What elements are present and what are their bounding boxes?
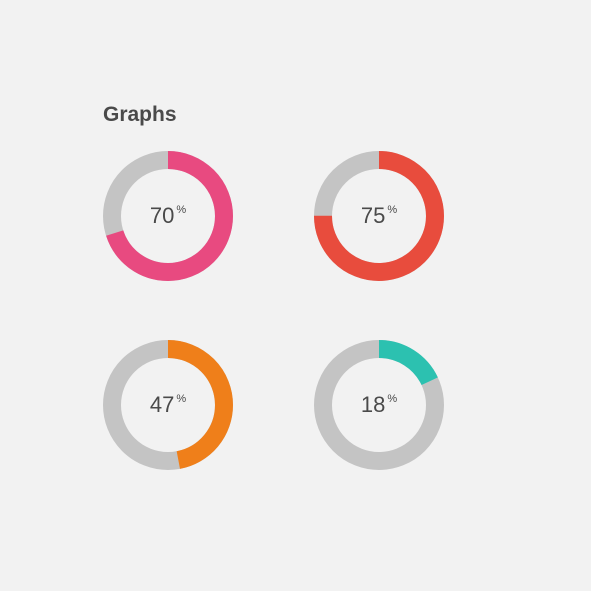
donut-value-label: 47 % <box>103 340 233 470</box>
section-title: Graphs <box>103 103 177 127</box>
donut-value-number: 70 <box>150 203 174 229</box>
donut-value-number: 47 <box>150 392 174 418</box>
donut-orange: 47 % <box>103 340 233 470</box>
donut-value-unit: % <box>176 393 186 405</box>
donut-value-label: 75 % <box>314 151 444 281</box>
donut-value-label: 18 % <box>314 340 444 470</box>
donut-value-label: 70 % <box>103 151 233 281</box>
donut-value-unit: % <box>387 204 397 216</box>
donut-red: 75 % <box>314 151 444 281</box>
donut-value-unit: % <box>387 393 397 405</box>
donut-pink: 70 % <box>103 151 233 281</box>
donut-value-number: 75 <box>361 203 385 229</box>
canvas: Graphs 70 % 75 % 47 % 18 % <box>0 0 591 591</box>
donut-value-number: 18 <box>361 392 385 418</box>
donut-value-unit: % <box>176 204 186 216</box>
donut-teal: 18 % <box>314 340 444 470</box>
